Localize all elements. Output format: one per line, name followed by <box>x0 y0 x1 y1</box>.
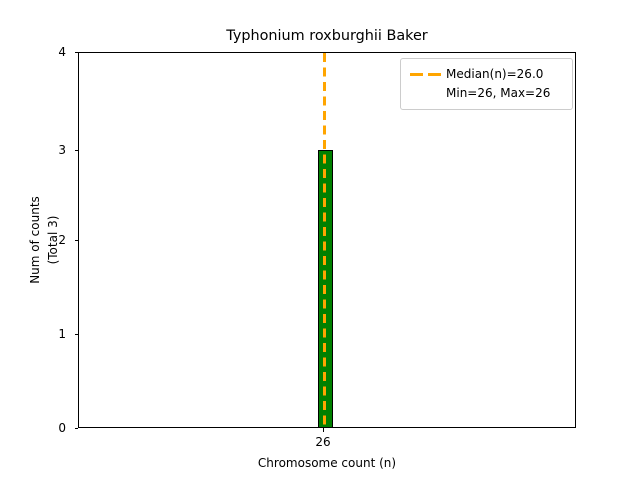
legend-dashed-line-icon <box>408 65 446 84</box>
chart-title: Typhonium roxburghii Baker <box>226 28 428 44</box>
y-tick-label-3: 3 <box>58 143 66 157</box>
y-tick-mark-4 <box>74 51 78 53</box>
x-axis-label: Chromosome count (n) <box>257 456 397 470</box>
legend: Median(n)=26.0 Min=26, Max=26 <box>400 58 573 110</box>
y-tick-label-0: 0 <box>58 421 66 435</box>
legend-label-median: Median(n)=26.0 <box>446 67 544 81</box>
y-axis-label-line-1: Num of counts <box>28 196 42 284</box>
y-tick-mark-1 <box>74 333 78 335</box>
median-line <box>322 53 326 428</box>
y-tick-mark-0 <box>74 427 78 429</box>
y-tick-mark-2 <box>74 239 78 241</box>
legend-row-minmax: Min=26, Max=26 <box>408 84 564 103</box>
legend-row-median: Median(n)=26.0 <box>408 65 564 84</box>
legend-label-minmax: Min=26, Max=26 <box>446 86 551 100</box>
y-tick-label-1: 1 <box>58 327 66 341</box>
y-tick-label-4: 4 <box>58 45 66 59</box>
y-tick-mark-3 <box>74 149 78 151</box>
x-tick-label-0: 26 <box>315 435 331 449</box>
y-tick-label-2: 2 <box>58 233 66 247</box>
plot-area <box>78 52 576 428</box>
y-axis-label-line-2: (Total 3) <box>46 215 60 265</box>
x-tick-mark-0 <box>322 428 324 432</box>
